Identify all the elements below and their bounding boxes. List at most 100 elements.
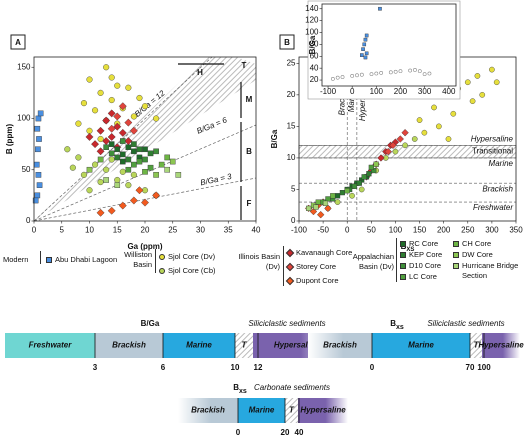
scale-segment xyxy=(482,333,520,358)
scale-boundary: 0 xyxy=(370,363,375,372)
data-point xyxy=(34,192,41,199)
data-point xyxy=(378,6,382,11)
x-tick-label: 100 xyxy=(370,87,384,96)
panel-label-box xyxy=(10,34,26,50)
data-point xyxy=(118,201,127,210)
data-point xyxy=(392,148,399,155)
data-point xyxy=(469,98,476,104)
data-point xyxy=(355,73,359,78)
data-point xyxy=(125,182,132,189)
data-point xyxy=(108,156,115,163)
data-point xyxy=(322,200,329,206)
data-point xyxy=(97,135,104,143)
data-point xyxy=(103,64,110,71)
data-point xyxy=(108,74,115,81)
data-point xyxy=(118,102,127,111)
data-point xyxy=(103,166,110,173)
zone-label: Marine xyxy=(347,87,356,112)
data-point xyxy=(330,76,335,81)
data-point xyxy=(135,186,144,195)
legend-separator xyxy=(283,246,284,286)
x-tick-label: 300 xyxy=(418,87,432,96)
y-axis-label: B/Ga xyxy=(308,35,317,54)
scale-title-text: B xyxy=(233,383,239,392)
data-point xyxy=(377,154,385,162)
scale-title-text: B/Ga xyxy=(141,319,160,328)
data-point xyxy=(339,190,346,196)
legend-swatch xyxy=(46,257,52,263)
data-point xyxy=(309,207,318,216)
data-point xyxy=(86,166,93,173)
y-tick-label: 15 xyxy=(287,121,296,130)
data-point xyxy=(131,161,137,168)
data-point xyxy=(125,144,132,151)
data-point xyxy=(393,69,398,74)
data-point xyxy=(366,171,372,177)
x-tick-label: 350 xyxy=(509,225,523,234)
x-tick-label: 150 xyxy=(413,225,427,234)
zone-label: Freshwater xyxy=(473,203,513,212)
data-point xyxy=(368,164,374,170)
y-tick-label: 50 xyxy=(22,165,31,174)
scale-boundary: 40 xyxy=(295,428,304,437)
zone-label: Brackish xyxy=(482,184,513,193)
x-axis-label-sub: XS xyxy=(406,247,414,253)
scale-segment xyxy=(372,333,470,358)
data-point xyxy=(350,73,355,78)
y-tick-label: 120 xyxy=(305,16,319,25)
data-point xyxy=(108,96,115,104)
data-point xyxy=(389,141,397,149)
scale-segment xyxy=(298,398,348,423)
data-point xyxy=(416,117,423,123)
data-point xyxy=(398,69,403,74)
data-point xyxy=(141,198,149,207)
data-point xyxy=(373,161,379,167)
data-point xyxy=(102,116,111,125)
data-point xyxy=(107,132,116,141)
data-point xyxy=(340,75,345,79)
data-point xyxy=(114,154,121,161)
x-tick-label: 100 xyxy=(389,225,403,234)
data-point xyxy=(103,144,109,151)
data-point xyxy=(335,75,340,80)
scale-title-sub: xs xyxy=(396,324,404,331)
legend-swatch xyxy=(400,263,406,269)
data-point xyxy=(363,37,368,42)
x-tick-label: 10 xyxy=(85,225,94,234)
legend-label: Kavanaugh Core xyxy=(296,248,353,257)
data-point xyxy=(96,147,105,156)
data-point xyxy=(124,118,133,127)
data-point xyxy=(408,68,413,73)
x-tick-label: 50 xyxy=(367,225,376,234)
data-point xyxy=(396,135,404,143)
legend-swatch xyxy=(400,274,406,280)
scale-segment-label: Marine xyxy=(186,341,212,350)
data-point xyxy=(103,177,109,183)
data-point xyxy=(33,161,40,168)
legend-separator xyxy=(396,238,397,282)
legend-group: Appalachian Basin (Dv) xyxy=(352,252,394,271)
scale-boundary: 20 xyxy=(281,428,290,437)
data-point xyxy=(364,33,369,38)
data-point xyxy=(344,188,350,194)
data-point xyxy=(153,115,160,122)
zone-label: Transitional xyxy=(472,147,513,156)
legend-label: Abu Dhabi Lagoon xyxy=(55,255,118,264)
data-point xyxy=(114,182,121,188)
x-tick-label: 0 xyxy=(350,87,355,96)
data-point xyxy=(114,82,121,89)
x-tick-label: -50 xyxy=(317,225,329,234)
zone-label: H xyxy=(197,68,203,77)
legend-group: Modern xyxy=(3,255,29,264)
data-point xyxy=(164,166,171,173)
x-tick-label: 5 xyxy=(60,225,65,234)
data-point xyxy=(384,147,392,156)
data-point xyxy=(421,129,428,136)
data-point xyxy=(34,125,41,132)
y-tick-label: 140 xyxy=(305,4,319,13)
ratio-label: B/Ga = 3 xyxy=(199,172,233,188)
data-point xyxy=(125,166,132,173)
data-point xyxy=(36,182,43,188)
data-point xyxy=(493,79,500,86)
